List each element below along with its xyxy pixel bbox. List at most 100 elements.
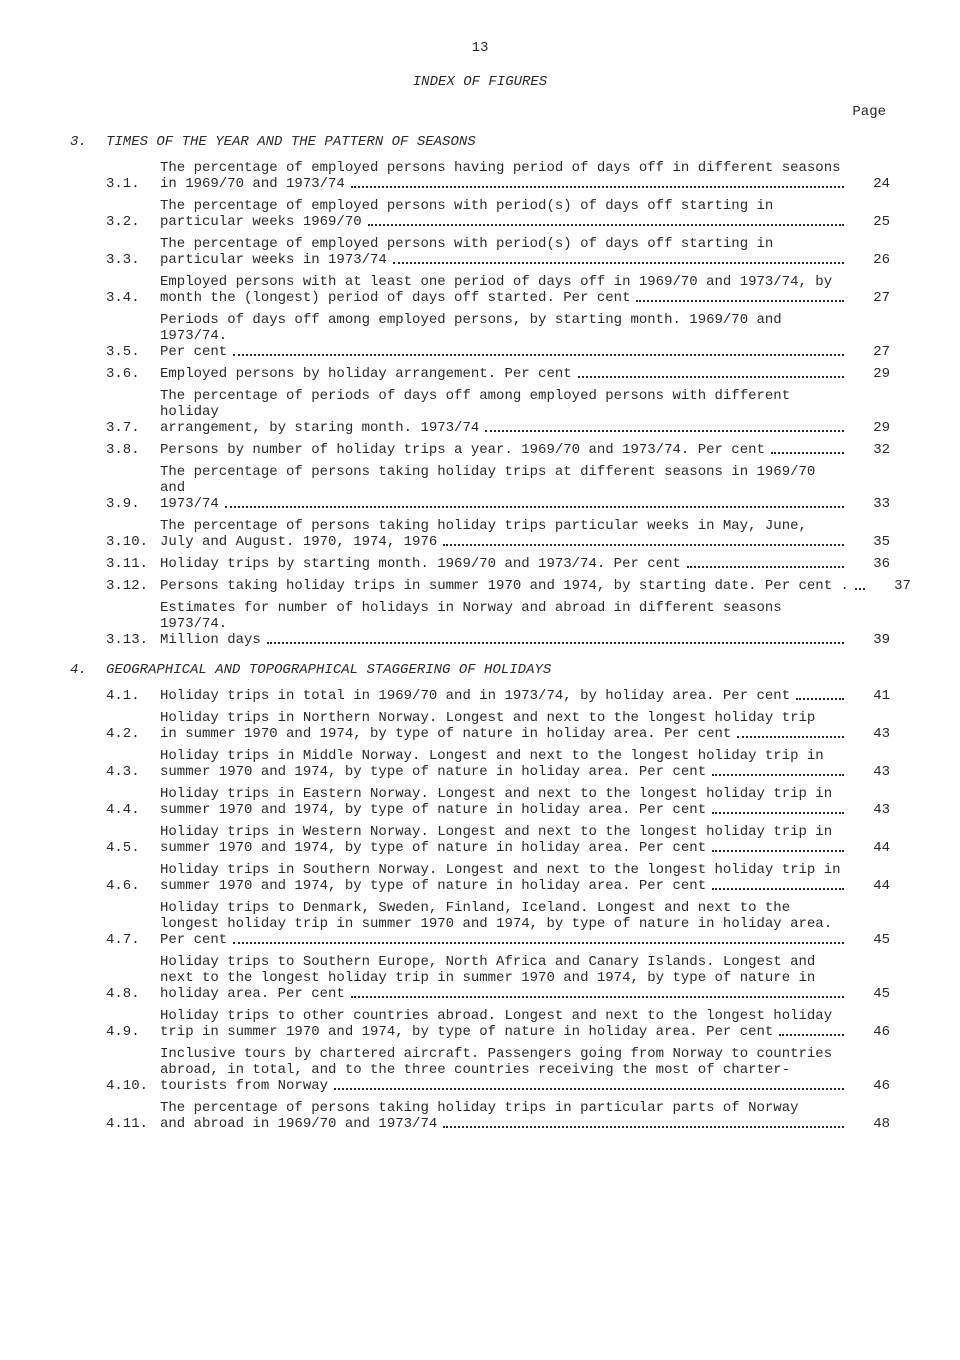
section-number: 4. xyxy=(70,662,106,678)
entry-number: 3.1. xyxy=(106,176,160,192)
entry-page: 45 xyxy=(848,932,890,948)
index-entry: 3.3.The percentage of employed persons w… xyxy=(106,236,890,268)
index-entry: 4.2.Holiday trips in Northern Norway. Lo… xyxy=(106,710,890,742)
entry-last-line: summer 1970 and 1974, by type of nature … xyxy=(160,764,706,780)
leader-dots xyxy=(443,1126,844,1128)
section-heading: 4.GEOGRAPHICAL AND TOPOGRAPHICAL STAGGER… xyxy=(70,662,890,678)
entry-line: The percentage of persons taking holiday… xyxy=(160,464,848,496)
entry-last-line: Per cent xyxy=(160,932,227,948)
entry-last-line: and abroad in 1969/70 and 1973/74 xyxy=(160,1116,437,1132)
entry-number: 3.5. xyxy=(106,344,160,360)
entry-page: 45 xyxy=(848,986,890,1002)
entry-last-line: particular weeks 1969/70 xyxy=(160,214,362,230)
leader-dots xyxy=(485,430,844,432)
entry-last-line: Per cent xyxy=(160,344,227,360)
entry-page: 25 xyxy=(848,214,890,230)
entry-line: Holiday trips in Northern Norway. Longes… xyxy=(160,710,848,726)
index-entry: 4.6.Holiday trips in Southern Norway. Lo… xyxy=(106,862,890,894)
entry-last-line: trip in summer 1970 and 1974, by type of… xyxy=(160,1024,773,1040)
leader-dots xyxy=(636,300,844,302)
entry-text: Holiday trips to Denmark, Sweden, Finlan… xyxy=(160,900,848,948)
entry-number: 4.11. xyxy=(106,1116,160,1132)
entry-number: 4.4. xyxy=(106,802,160,818)
section-number: 3. xyxy=(70,134,106,150)
entry-text: Persons by number of holiday trips a yea… xyxy=(160,442,848,458)
entry-line: Holiday trips to other countries abroad.… xyxy=(160,1008,848,1024)
entry-number: 4.5. xyxy=(106,840,160,856)
entry-number: 3.13. xyxy=(106,632,160,648)
entry-line: The percentage of periods of days off am… xyxy=(160,388,848,420)
entry-text: Employed persons with at least one perio… xyxy=(160,274,848,306)
entry-last-line: Holiday trips in total in 1969/70 and in… xyxy=(160,688,790,704)
entry-line: Estimates for number of holidays in Norw… xyxy=(160,600,848,632)
page-column-label: Page xyxy=(70,104,890,120)
leader-dots xyxy=(737,736,844,738)
index-entry: 4.7.Holiday trips to Denmark, Sweden, Fi… xyxy=(106,900,890,948)
index-entry: 3.1.The percentage of employed persons h… xyxy=(106,160,890,192)
entry-last-line: July and August. 1970, 1974, 1976 xyxy=(160,534,437,550)
entry-page: 44 xyxy=(848,878,890,894)
entry-last-line: summer 1970 and 1974, by type of nature … xyxy=(160,840,706,856)
index-entry: 4.9.Holiday trips to other countries abr… xyxy=(106,1008,890,1040)
entry-number: 4.1. xyxy=(106,688,160,704)
entry-page: 29 xyxy=(848,420,890,436)
entry-line: The percentage of employed persons havin… xyxy=(160,160,848,176)
entry-line: Employed persons with at least one perio… xyxy=(160,274,848,290)
document-page: 13 INDEX OF FIGURES Page 3.TIMES OF THE … xyxy=(0,0,960,1198)
entries-list: 4.1.Holiday trips in total in 1969/70 an… xyxy=(106,688,890,1132)
entry-text: The percentage of persons taking holiday… xyxy=(160,518,848,550)
index-entry: 3.9.The percentage of persons taking hol… xyxy=(106,464,890,512)
entry-last-line: tourists from Norway xyxy=(160,1078,328,1094)
entry-text: Holiday trips in Middle Norway. Longest … xyxy=(160,748,848,780)
leader-dots xyxy=(712,850,844,852)
entry-line: Holiday trips to Denmark, Sweden, Finlan… xyxy=(160,900,848,916)
leader-dots xyxy=(771,452,844,454)
index-entry: 3.13.Estimates for number of holidays in… xyxy=(106,600,890,648)
index-entry: 4.8.Holiday trips to Southern Europe, No… xyxy=(106,954,890,1002)
entry-text: The percentage of persons taking holiday… xyxy=(160,1100,848,1132)
entry-page: 39 xyxy=(848,632,890,648)
entry-number: 3.3. xyxy=(106,252,160,268)
entry-page: 26 xyxy=(848,252,890,268)
entry-page: 29 xyxy=(848,366,890,382)
entry-line: Holiday trips in Middle Norway. Longest … xyxy=(160,748,848,764)
entry-number: 4.6. xyxy=(106,878,160,894)
entry-line: Holiday trips in Western Norway. Longest… xyxy=(160,824,848,840)
leader-dots xyxy=(712,774,844,776)
entry-page: 46 xyxy=(848,1078,890,1094)
entry-last-line: Employed persons by holiday arrangement.… xyxy=(160,366,572,382)
entry-text: The percentage of employed persons with … xyxy=(160,198,848,230)
entry-page: 43 xyxy=(848,764,890,780)
leader-dots xyxy=(267,642,844,644)
index-entry: 3.10.The percentage of persons taking ho… xyxy=(106,518,890,550)
section-heading: 3.TIMES OF THE YEAR AND THE PATTERN OF S… xyxy=(70,134,890,150)
entry-number: 3.12. xyxy=(106,578,160,594)
entry-number: 4.8. xyxy=(106,986,160,1002)
page-number: 13 xyxy=(70,40,890,56)
entry-text: The percentage of employed persons with … xyxy=(160,236,848,268)
entry-page: 48 xyxy=(848,1116,890,1132)
entry-page: 24 xyxy=(848,176,890,192)
leader-dots xyxy=(368,224,844,226)
entry-text: Periods of days off among employed perso… xyxy=(160,312,848,360)
entry-line: Periods of days off among employed perso… xyxy=(160,312,848,344)
entry-last-line: arrangement, by staring month. 1973/74 xyxy=(160,420,479,436)
entry-number: 3.4. xyxy=(106,290,160,306)
index-entry: 3.6.Employed persons by holiday arrangem… xyxy=(106,366,890,382)
entry-page: 27 xyxy=(848,290,890,306)
entry-text: Holiday trips in Southern Norway. Longes… xyxy=(160,862,848,894)
entry-number: 3.9. xyxy=(106,496,160,512)
entry-number: 4.9. xyxy=(106,1024,160,1040)
entry-last-line: in 1969/70 and 1973/74 xyxy=(160,176,345,192)
entry-number: 3.2. xyxy=(106,214,160,230)
entry-last-line: holiday area. Per cent xyxy=(160,986,345,1002)
entry-text: Holiday trips to other countries abroad.… xyxy=(160,1008,848,1040)
leader-dots xyxy=(687,566,844,568)
entry-last-line: 1973/74 xyxy=(160,496,219,512)
entry-page: 33 xyxy=(848,496,890,512)
entry-page: 43 xyxy=(848,726,890,742)
entry-text: Holiday trips by starting month. 1969/70… xyxy=(160,556,848,572)
entry-text: Employed persons by holiday arrangement.… xyxy=(160,366,848,382)
entry-text: The percentage of employed persons havin… xyxy=(160,160,848,192)
index-title: INDEX OF FIGURES xyxy=(70,74,890,90)
